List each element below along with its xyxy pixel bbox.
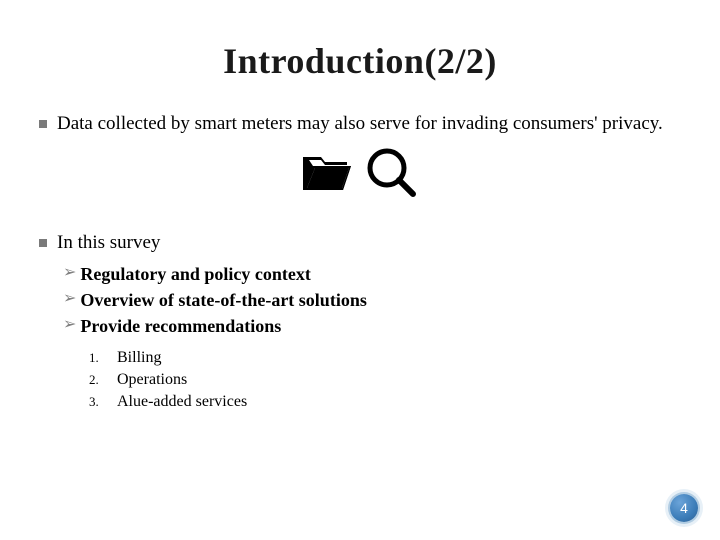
list-item: 3. Alue-added services: [89, 393, 685, 411]
list-number: 1.: [89, 350, 109, 366]
slide-title: Introduction(2/2): [35, 40, 685, 82]
arrow-item: ➢ Provide recommendations: [63, 315, 685, 338]
arrow-text: Provide recommendations: [80, 315, 281, 338]
arrow-text: Regulatory and policy context: [80, 263, 310, 286]
bullet-item-2: In this survey: [35, 231, 685, 255]
bullet-text-1: Data collected by smart meters may also …: [57, 112, 663, 136]
page-number-badge: 4: [670, 494, 698, 522]
list-text: Billing: [117, 349, 161, 367]
arrow-text: Overview of state-of-the-art solutions: [80, 289, 366, 312]
icons-row: [35, 144, 685, 207]
arrow-bullet-icon: ➢: [63, 315, 76, 336]
numbered-list: 1. Billing 2. Operations 3. Alue-added s…: [35, 349, 685, 411]
page-number: 4: [680, 500, 688, 516]
list-item: 1. Billing: [89, 349, 685, 367]
arrow-bullet-icon: ➢: [63, 289, 76, 310]
arrow-item: ➢ Overview of state-of-the-art solutions: [63, 289, 685, 312]
bullet-item-1: Data collected by smart meters may also …: [35, 112, 685, 136]
list-number: 3.: [89, 394, 109, 410]
arrow-bullet-icon: ➢: [63, 263, 76, 284]
arrow-list: ➢ Regulatory and policy context ➢ Overvi…: [35, 263, 685, 339]
square-bullet-icon: [39, 120, 47, 128]
slide-container: Introduction(2/2) Data collected by smar…: [0, 0, 720, 540]
folder-open-icon: [299, 148, 359, 203]
list-text: Operations: [117, 371, 187, 389]
search-icon: [363, 144, 421, 207]
list-text: Alue-added services: [117, 393, 247, 411]
square-bullet-icon: [39, 239, 47, 247]
list-item: 2. Operations: [89, 371, 685, 389]
list-number: 2.: [89, 372, 109, 388]
bullet-text-2: In this survey: [57, 231, 160, 255]
arrow-item: ➢ Regulatory and policy context: [63, 263, 685, 286]
